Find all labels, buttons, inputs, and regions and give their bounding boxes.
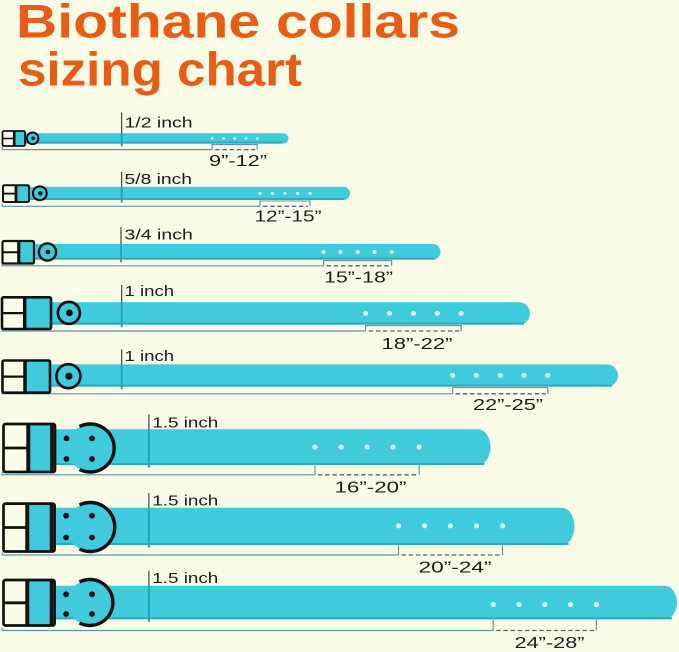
svg-text:16”-20”: 16”-20”: [335, 480, 407, 497]
svg-text:sizing chart: sizing chart: [18, 43, 302, 96]
svg-text:12”-15”: 12”-15”: [255, 208, 322, 225]
svg-text:1.5 inch: 1.5 inch: [152, 492, 218, 509]
svg-text:24”-28”: 24”-28”: [515, 635, 585, 652]
svg-text:18”-22”: 18”-22”: [382, 336, 453, 353]
svg-text:22”-25”: 22”-25”: [473, 397, 543, 414]
svg-text:1.5 inch: 1.5 inch: [152, 570, 218, 587]
svg-text:1 inch: 1 inch: [125, 283, 175, 300]
svg-text:15”-18”: 15”-18”: [324, 270, 393, 287]
svg-text:5/8 inch: 5/8 inch: [125, 171, 193, 188]
svg-text:Biothane collars: Biothane collars: [16, 0, 460, 48]
svg-text:1.5 inch: 1.5 inch: [152, 414, 218, 431]
svg-text:3/4 inch: 3/4 inch: [125, 227, 193, 244]
svg-text:1 inch: 1 inch: [125, 348, 175, 365]
svg-text:1/2 inch: 1/2 inch: [125, 114, 193, 131]
svg-text:9”-12”: 9”-12”: [209, 153, 267, 170]
svg-text:20”-24”: 20”-24”: [419, 560, 492, 577]
